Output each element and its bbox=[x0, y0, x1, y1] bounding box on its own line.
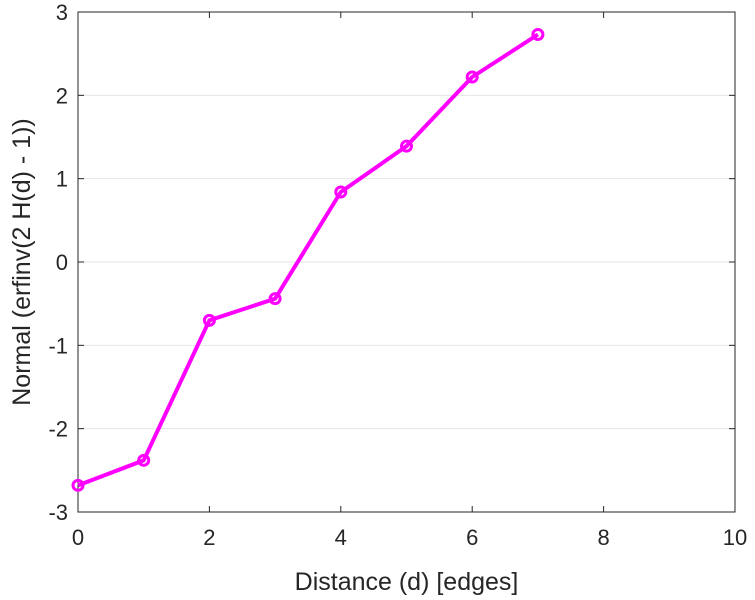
axis-ticks: -3 -2 -1 0 1 2 3 0 2 4 6 8 10 bbox=[48, 0, 747, 550]
x-tick-label: 8 bbox=[597, 525, 609, 550]
x-tick-label: 6 bbox=[466, 525, 478, 550]
x-tick-label: 4 bbox=[335, 525, 347, 550]
data-point-marker bbox=[71, 478, 85, 492]
series-layer bbox=[71, 28, 545, 492]
y-tick-label: -1 bbox=[48, 333, 68, 358]
y-tick-label: -3 bbox=[48, 500, 68, 525]
y-tick-label: 0 bbox=[56, 250, 68, 275]
y-tick-label: 2 bbox=[56, 83, 68, 108]
data-point-marker bbox=[137, 453, 151, 467]
y-tick-label: 1 bbox=[56, 167, 68, 192]
data-point-marker bbox=[465, 70, 479, 84]
x-axis-title: Distance (d) [edges] bbox=[295, 568, 519, 596]
series-line bbox=[77, 32, 539, 488]
y-axis-title: Normal (erfinv(2 H(d) - 1)) bbox=[8, 118, 36, 406]
x-tick-label: 2 bbox=[203, 525, 215, 550]
x-tick-label: 10 bbox=[723, 525, 747, 550]
data-point-marker bbox=[400, 139, 413, 153]
data-point-marker bbox=[334, 185, 348, 199]
grid-lines bbox=[78, 94, 735, 430]
data-point-marker bbox=[202, 313, 216, 327]
data-point-marker bbox=[531, 28, 545, 41]
y-tick-label: 3 bbox=[56, 0, 68, 25]
y-tick-label: -2 bbox=[48, 417, 68, 442]
data-point-marker bbox=[268, 292, 282, 306]
x-tick-label: 0 bbox=[72, 525, 84, 550]
